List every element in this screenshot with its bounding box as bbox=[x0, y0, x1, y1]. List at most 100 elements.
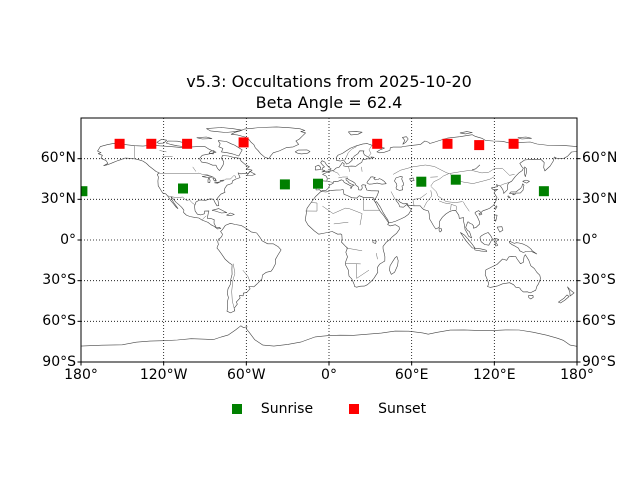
coastlines bbox=[81, 126, 577, 347]
sunset-marker bbox=[372, 138, 383, 149]
coastline bbox=[226, 212, 235, 216]
x-tick-label: 180° bbox=[560, 367, 594, 383]
country-border bbox=[500, 182, 509, 186]
coastline bbox=[558, 294, 570, 304]
country-border bbox=[159, 150, 167, 153]
sunrise-marker bbox=[279, 179, 290, 190]
sunrise-marker bbox=[416, 176, 427, 187]
coastline bbox=[348, 131, 363, 136]
sunset-marker bbox=[238, 137, 249, 148]
world-map-plot bbox=[77, 117, 581, 366]
coastline bbox=[474, 248, 488, 252]
coastline bbox=[208, 150, 215, 155]
coastline bbox=[81, 325, 577, 347]
country-border bbox=[242, 269, 250, 281]
coastline bbox=[216, 223, 282, 314]
country-border bbox=[167, 195, 196, 206]
country-border bbox=[201, 215, 207, 221]
y-tick-label-left: 60°S bbox=[42, 312, 76, 329]
country-border bbox=[412, 193, 427, 206]
coastline bbox=[207, 177, 211, 183]
coastline bbox=[196, 136, 213, 140]
country-border bbox=[332, 170, 340, 176]
coastline bbox=[517, 136, 532, 140]
coastline bbox=[409, 177, 415, 182]
sunrise-marker bbox=[81, 186, 88, 197]
coastline bbox=[294, 149, 311, 155]
country-border bbox=[356, 263, 370, 279]
legend-label: Sunrise bbox=[260, 401, 314, 417]
coastline bbox=[366, 176, 387, 185]
coastline bbox=[372, 240, 377, 244]
sunset-marker bbox=[182, 138, 193, 149]
coastline bbox=[567, 286, 575, 297]
y-tick-label-left: 90°S bbox=[42, 353, 76, 370]
country-border bbox=[392, 164, 449, 175]
country-borders bbox=[134, 145, 515, 312]
country-border bbox=[494, 167, 515, 176]
y-tick-label-right: 30°S bbox=[582, 272, 616, 289]
legend-marker-sunset bbox=[349, 404, 360, 414]
country-border bbox=[430, 186, 463, 203]
coastline bbox=[202, 175, 213, 178]
country-border bbox=[361, 166, 363, 172]
y-tick-label-right: 60°N bbox=[582, 150, 618, 167]
x-tick-label: 120°E bbox=[473, 367, 516, 383]
sunset-marker bbox=[146, 138, 157, 149]
country-border bbox=[450, 203, 457, 211]
coastline bbox=[219, 179, 224, 182]
country-border bbox=[346, 247, 363, 252]
coastline bbox=[524, 166, 527, 177]
coastline bbox=[496, 226, 504, 233]
coastline bbox=[460, 232, 476, 249]
x-tick-label: 0° bbox=[321, 367, 337, 383]
coastline bbox=[394, 176, 404, 191]
country-border bbox=[348, 166, 350, 172]
y-tick-label-left: 30°N bbox=[40, 190, 76, 207]
y-tick-label-right: 30°N bbox=[582, 190, 618, 207]
coastline bbox=[314, 164, 321, 171]
country-border bbox=[448, 168, 495, 174]
coastline bbox=[479, 232, 493, 246]
y-tick-label-left: 0° bbox=[60, 231, 76, 248]
tick-marks bbox=[77, 158, 581, 366]
plot-title-line2: Beta Angle = 62.4 bbox=[255, 93, 403, 112]
sunset-marker bbox=[474, 140, 485, 151]
plot-title: v5.3: Occultations from 2025-10-20 Beta … bbox=[81, 71, 577, 113]
country-border bbox=[430, 173, 449, 187]
grid bbox=[81, 118, 577, 362]
map-layers bbox=[81, 126, 577, 347]
coastline bbox=[509, 183, 525, 195]
x-tick-label: 120°W bbox=[139, 367, 188, 383]
y-tick-label-right: 60°S bbox=[582, 312, 616, 329]
coastline bbox=[217, 140, 243, 157]
country-border bbox=[439, 200, 451, 205]
country-border bbox=[338, 176, 348, 179]
coastline bbox=[522, 179, 530, 184]
x-tick-label: 180° bbox=[64, 367, 98, 383]
country-border bbox=[376, 253, 378, 260]
legend-label: Sunset bbox=[378, 401, 427, 417]
legend-item-sunrise: Sunrise bbox=[231, 400, 314, 418]
coastline bbox=[156, 139, 167, 144]
coastline bbox=[389, 256, 399, 275]
legend-item-sunset: Sunset bbox=[349, 400, 426, 418]
coastline bbox=[438, 227, 443, 233]
sunrise-marker bbox=[313, 178, 323, 189]
plot-title-line1: v5.3: Occultations from 2025-10-20 bbox=[186, 72, 472, 91]
coastline bbox=[511, 193, 515, 196]
sunset-marker bbox=[114, 138, 125, 149]
coastline bbox=[97, 143, 253, 230]
coastline bbox=[494, 214, 498, 222]
y-tick-label-left: 60°N bbox=[40, 150, 76, 167]
coastline bbox=[528, 295, 534, 300]
coastline bbox=[206, 127, 243, 133]
coastline bbox=[459, 131, 473, 135]
country-border bbox=[159, 172, 236, 184]
y-tick-label-right: 90°S bbox=[582, 353, 616, 370]
y-tick-label-right: 0° bbox=[582, 231, 598, 248]
coastline bbox=[246, 171, 256, 176]
coastline bbox=[315, 151, 577, 239]
country-border bbox=[345, 263, 361, 265]
